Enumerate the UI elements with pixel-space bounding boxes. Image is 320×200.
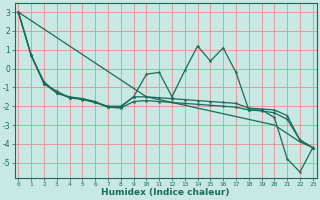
X-axis label: Humidex (Indice chaleur): Humidex (Indice chaleur) bbox=[101, 188, 230, 197]
